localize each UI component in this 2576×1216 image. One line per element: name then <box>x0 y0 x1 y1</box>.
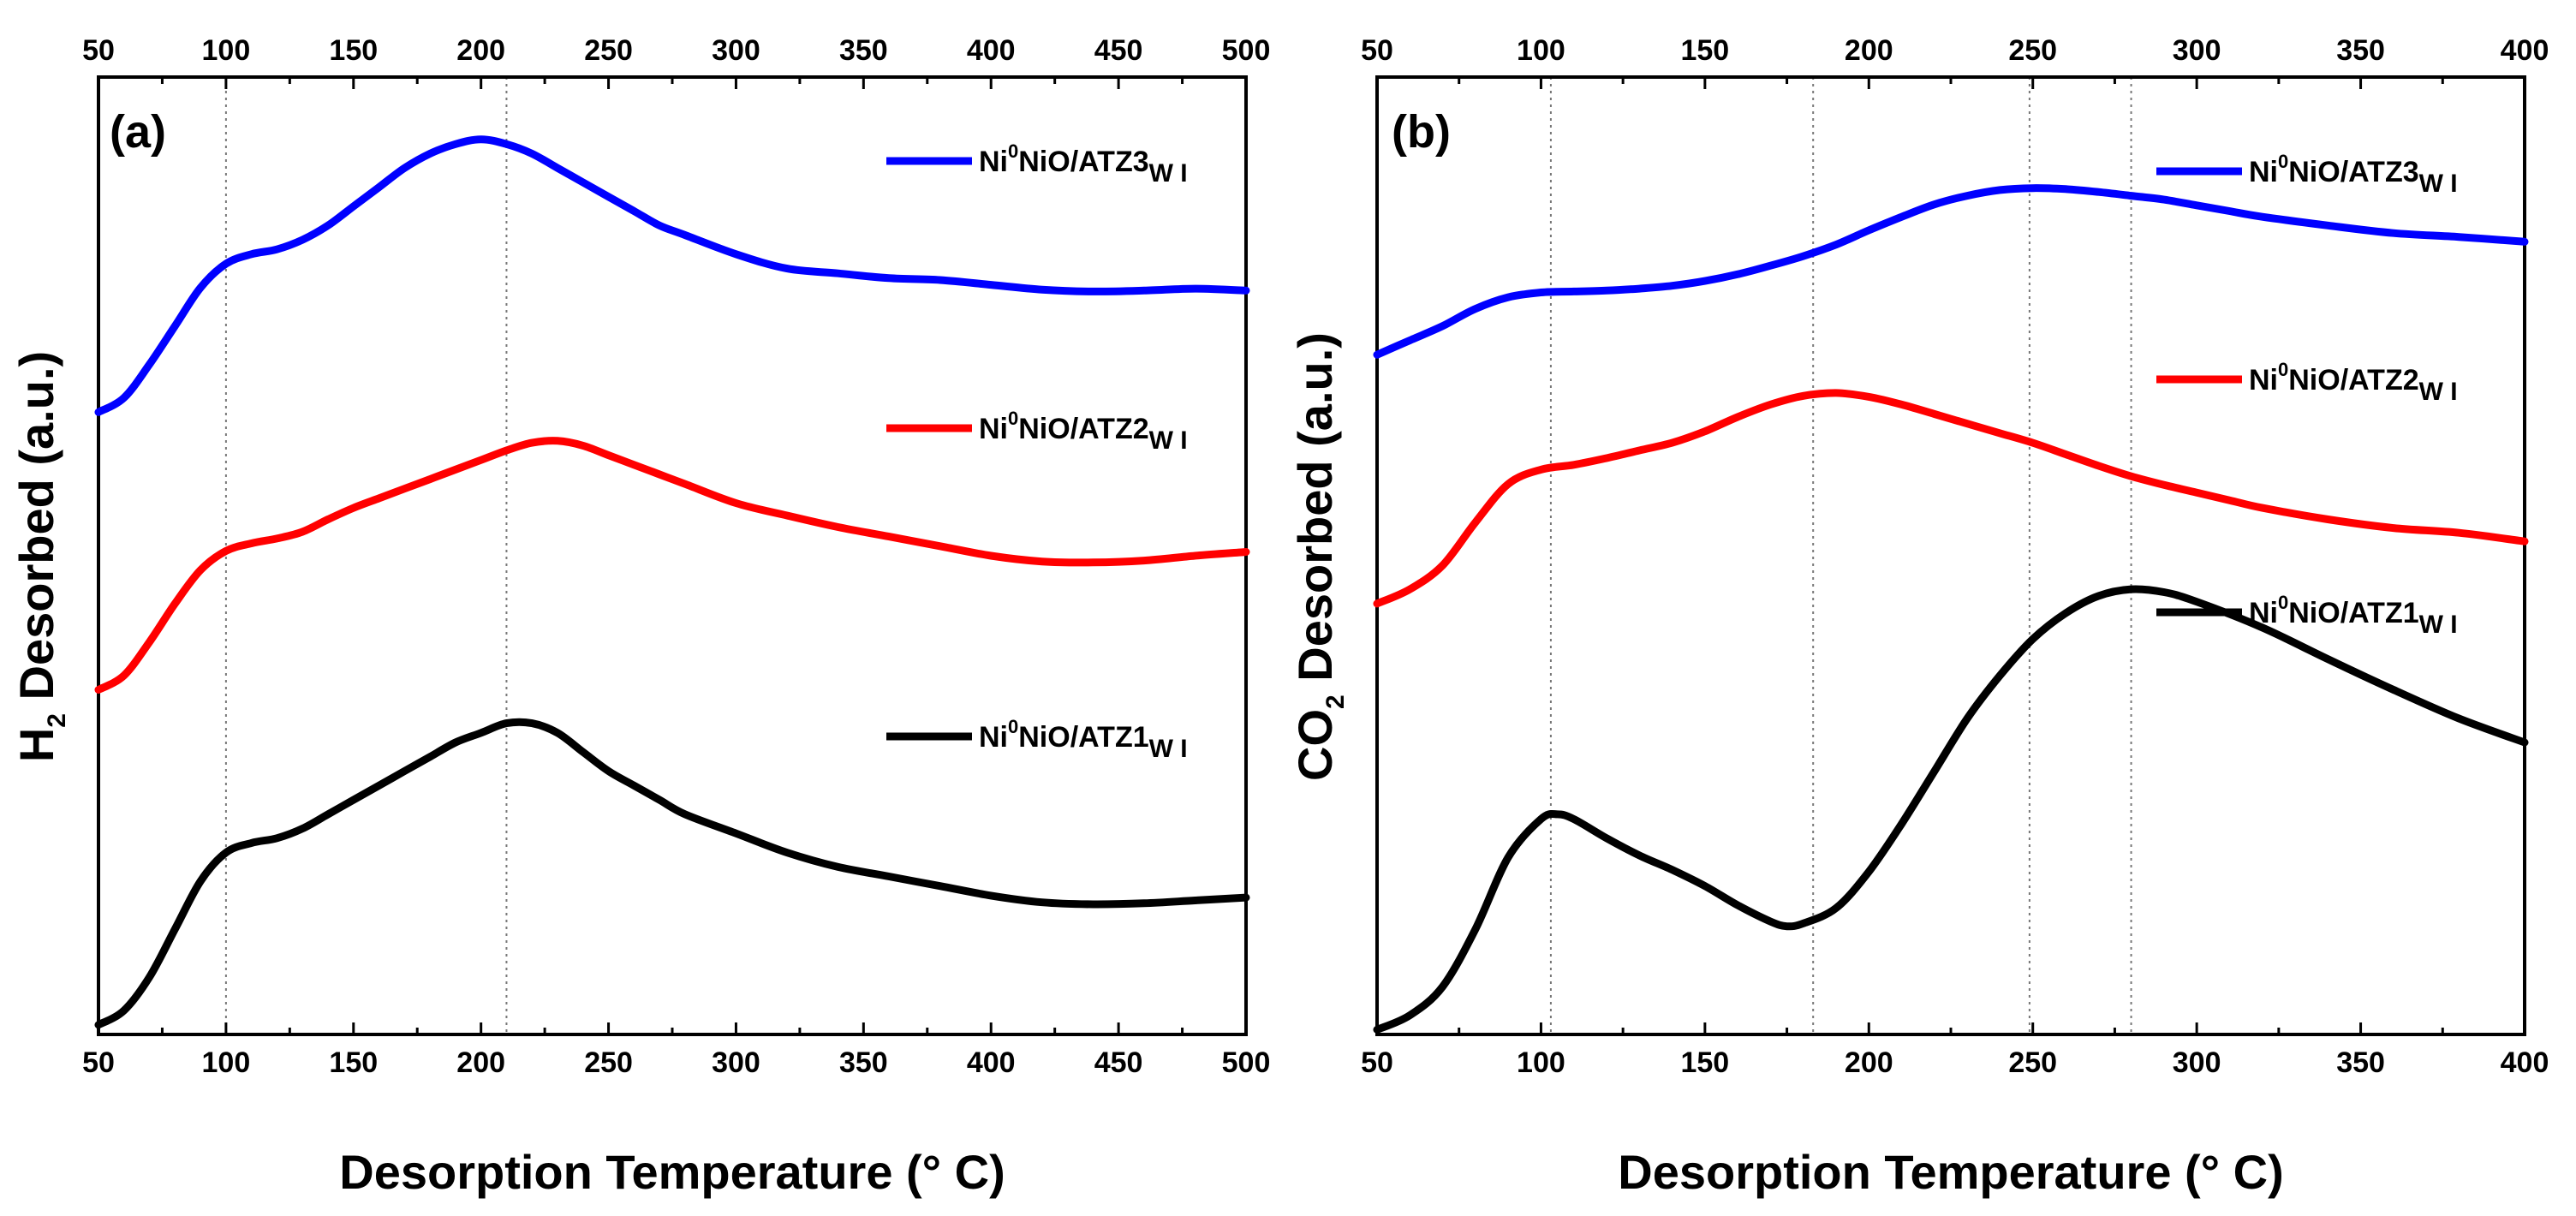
panel-b-top-tick-label: 200 <box>1845 34 1893 67</box>
panel-a-legend-prefix-1: Ni <box>979 413 1008 445</box>
panel-b-legend-subscript-1: W I <box>2419 378 2458 406</box>
panel-a-top-tick-label: 400 <box>967 34 1016 67</box>
panel-a-bottom-tick-label: 400 <box>967 1046 1016 1079</box>
panel-a-legend-superscript-1: 0 <box>1008 408 1018 429</box>
panel-b-top-tick-label: 400 <box>2501 34 2549 67</box>
panel-a-legend-entry-1: Ni0NiO/ATZ2W I <box>979 408 1188 455</box>
panel-b-bottom-tick-label: 200 <box>1845 1046 1893 1079</box>
panel-b-legend-superscript-2: 0 <box>2278 592 2288 613</box>
panel-a-series-line-nio-atz2 <box>94 437 1250 694</box>
panel-b-bottom-tick-label: 100 <box>1517 1046 1565 1079</box>
panel-a-bottom-tick-label: 350 <box>839 1046 888 1079</box>
panel-b-bottom-tick-label: 400 <box>2501 1046 2549 1079</box>
panel-a-legend-superscript-0: 0 <box>1008 140 1018 162</box>
panel-b-y-axis-title: CO2 Desorbed (a.u.) <box>1288 332 1350 781</box>
panel-b-top-tick-label: 300 <box>2173 34 2221 67</box>
panel-a-top-tick-label: 50 <box>82 34 115 67</box>
panel-a-legend-prefix-2: Ni <box>979 721 1008 754</box>
panel-a-bottom-tick-label: 50 <box>82 1046 115 1079</box>
panel-a-legend-entry-0: Ni0NiO/ATZ3W I <box>979 140 1188 188</box>
panel-b-legend-subscript-0: W I <box>2419 170 2458 198</box>
panel-b-legend-superscript-1: 0 <box>2278 359 2288 380</box>
panel-b-legend-main-1: NiO/ATZ2 <box>2288 364 2418 396</box>
panel-b-series-line-nio-atz2 <box>1373 389 2529 608</box>
panel-a-plot-frame <box>97 75 1248 1036</box>
panel-b-y-axis-title-subscript: 2 <box>1321 694 1350 709</box>
panel-b-bottom-tick-label: 350 <box>2336 1046 2385 1079</box>
panel-a-x-axis-title: Desorption Temperature (° C) <box>339 1145 1005 1199</box>
panel-a-legend-main-1: NiO/ATZ2 <box>1018 413 1148 445</box>
panel-b-series-line-nio-atz1 <box>1373 585 2529 1034</box>
panel-a-legend-main-0: NiO/ATZ3 <box>1018 146 1148 178</box>
panel-a-top-tick-label: 450 <box>1094 34 1143 67</box>
panel-b-top-tick-label: 50 <box>1361 34 1393 67</box>
panel-a-legend-entry-2: Ni0NiO/ATZ1W I <box>979 716 1188 763</box>
panel-b-legend-entry-1: Ni0NiO/ATZ2W I <box>2249 359 2458 406</box>
panel-a-bottom-tick-label: 250 <box>584 1046 633 1079</box>
panel-b-legend-prefix-2: Ni <box>2249 597 2278 629</box>
panel-b-y-axis-title-main: CO <box>1288 709 1342 781</box>
panel-a-legend-subscript-1: W I <box>1149 426 1188 455</box>
panel-b-legend-superscript-0: 0 <box>2278 151 2288 172</box>
panel-b-bottom-tick-label: 250 <box>2008 1046 2057 1079</box>
panel-b-legend-entry-0: Ni0NiO/ATZ3W I <box>2249 151 2458 198</box>
panel-b-plot-frame <box>1375 75 2526 1036</box>
panel-a-label: (a) <box>110 106 166 158</box>
panel-a-bottom-tick-label: 200 <box>456 1046 505 1079</box>
panel-a-series-line-nio-atz1 <box>94 718 1250 1029</box>
panel-a-legend-superscript-2: 0 <box>1008 716 1018 737</box>
panel-a-legend-prefix-0: Ni <box>979 146 1008 178</box>
panel-b-top-tick-label: 250 <box>2008 34 2057 67</box>
panel-a-top-tick-label: 250 <box>584 34 633 67</box>
panel-a-series-line-nio-atz3 <box>94 135 1250 416</box>
panel-a-bottom-tick-label: 150 <box>329 1046 378 1079</box>
panel-b-label: (b) <box>1392 106 1451 158</box>
panel-b-top-tick-label: 100 <box>1517 34 1565 67</box>
panel-a-y-axis-title-rest: Desorbed (a.u.) <box>9 351 63 713</box>
panel-a-y-axis-title-subscript: 2 <box>43 713 71 728</box>
panel-a-top-tick-label: 200 <box>456 34 505 67</box>
panel-a-bottom-tick-label: 450 <box>1094 1046 1143 1079</box>
panel-a-top-tick-label: 100 <box>202 34 251 67</box>
panel-b-legend-main-0: NiO/ATZ3 <box>2288 156 2418 188</box>
panel-a-bottom-tick-label: 300 <box>712 1046 760 1079</box>
panel-a-y-axis-title: H2 Desorbed (a.u.) <box>9 351 71 762</box>
panel-a-legend-subscript-0: W I <box>1149 159 1188 188</box>
panel-b-y-axis-title-rest: Desorbed (a.u.) <box>1288 332 1342 694</box>
panel-b-series-line-nio-atz3 <box>1373 184 2529 359</box>
panel-a-bottom-tick-label: 100 <box>202 1046 251 1079</box>
panel-b-chart: 5050100100150150200200250250300300350350… <box>1288 34 2549 1199</box>
panel-b-bottom-tick-label: 150 <box>1680 1046 1729 1079</box>
panel-b-bottom-tick-label: 50 <box>1361 1046 1393 1079</box>
panel-b-legend-prefix-0: Ni <box>2249 156 2278 188</box>
panel-a-top-tick-label: 350 <box>839 34 888 67</box>
panel-b-legend-prefix-1: Ni <box>2249 364 2278 396</box>
panel-b-top-tick-label: 150 <box>1680 34 1729 67</box>
panel-b-top-tick-label: 350 <box>2336 34 2385 67</box>
panel-a-legend-main-2: NiO/ATZ1 <box>1018 721 1148 754</box>
panel-a-y-axis-title-main: H <box>9 728 63 762</box>
panel-b-x-axis-title: Desorption Temperature (° C) <box>1618 1145 2283 1199</box>
panel-b-bottom-tick-label: 300 <box>2173 1046 2221 1079</box>
panel-b-legend-entry-2: Ni0NiO/ATZ1W I <box>2249 592 2458 639</box>
panel-a-chart: 5050100100150150200200250250300300350350… <box>9 34 1270 1199</box>
panel-a-bottom-tick-label: 500 <box>1222 1046 1271 1079</box>
panel-a-top-tick-label: 300 <box>712 34 760 67</box>
panel-a-legend-subscript-2: W I <box>1149 735 1188 763</box>
panel-b-legend-main-2: NiO/ATZ1 <box>2288 597 2418 629</box>
panel-a-top-tick-label: 150 <box>329 34 378 67</box>
panel-a-top-tick-label: 500 <box>1222 34 1271 67</box>
panel-b-legend-subscript-2: W I <box>2419 611 2458 639</box>
